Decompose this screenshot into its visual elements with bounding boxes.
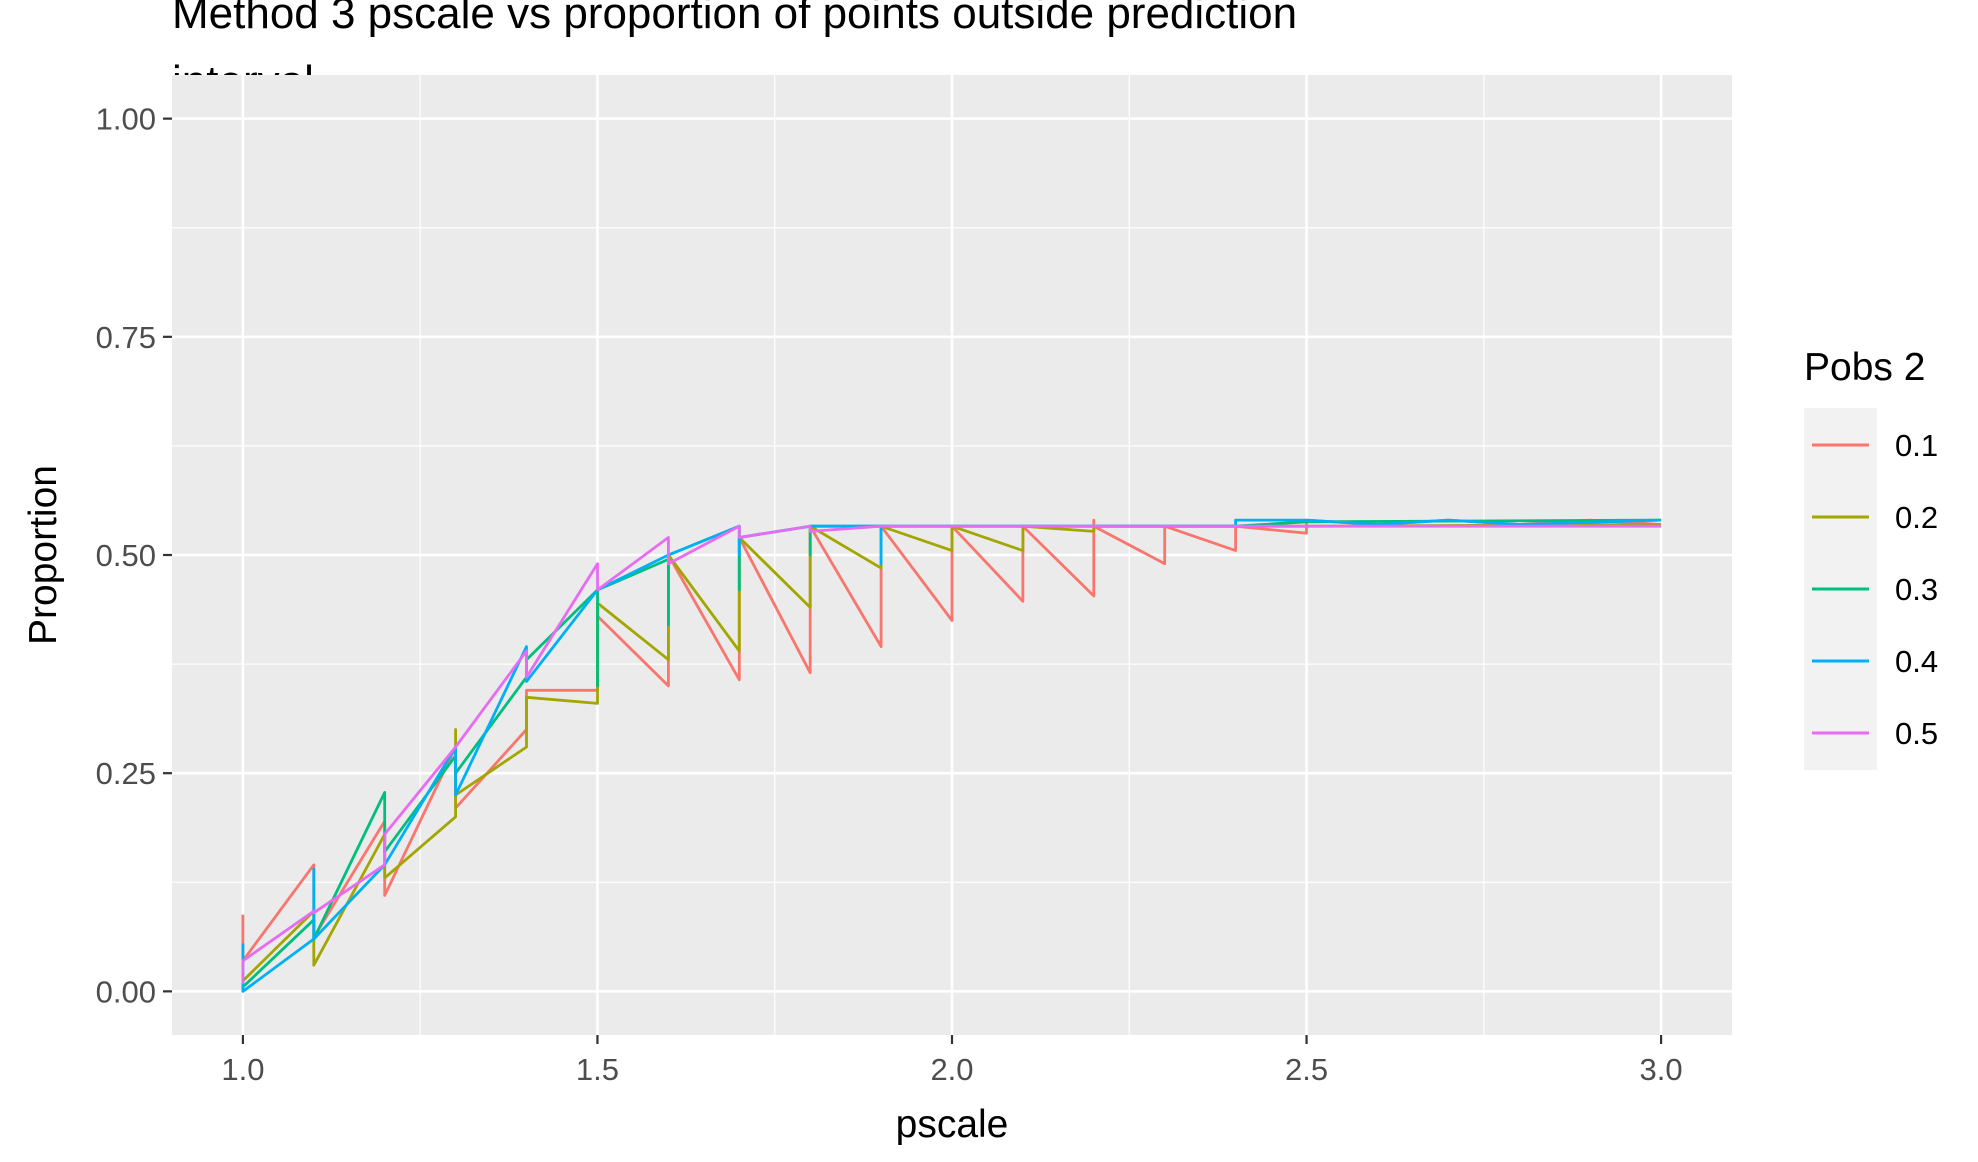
series-line-0-2 bbox=[241, 523, 1662, 982]
x-axis: 1.0 1.5 2.0 2.5 3.0 bbox=[221, 1035, 1683, 1087]
legend-title: Pobs 2 bbox=[1804, 346, 1925, 389]
x-tick-label: 2.5 bbox=[1285, 1052, 1328, 1087]
y-axis-title: Proportion bbox=[22, 465, 65, 645]
y-tick-label: 0.25 bbox=[96, 756, 156, 791]
x-tick-label: 1.5 bbox=[576, 1052, 619, 1087]
y-tick-label: 0.00 bbox=[96, 974, 156, 1009]
y-tick-label: 0.75 bbox=[96, 320, 156, 355]
legend: Pobs 2 0.1 0.2 0.3 0.4 0.5 bbox=[1804, 346, 1938, 770]
legend-label: 0.1 bbox=[1895, 428, 1938, 463]
series-line-0-4 bbox=[241, 518, 1662, 993]
legend-label: 0.4 bbox=[1895, 644, 1938, 679]
y-tick-label: 1.00 bbox=[96, 102, 156, 137]
x-tick-label: 2.0 bbox=[930, 1052, 973, 1087]
legend-label: 0.2 bbox=[1895, 500, 1938, 535]
grid-lines bbox=[172, 75, 1732, 1035]
x-tick-label: 1.0 bbox=[221, 1052, 264, 1087]
legend-label: 0.3 bbox=[1895, 572, 1938, 607]
y-axis: 0.00 0.25 0.50 0.75 1.00 bbox=[96, 102, 172, 1009]
data-series bbox=[241, 518, 1662, 993]
legend-label: 0.5 bbox=[1895, 716, 1938, 751]
y-tick-label: 0.50 bbox=[96, 538, 156, 573]
x-tick-label: 3.0 bbox=[1640, 1052, 1683, 1087]
chart-title-line-1: Method 3 pscale vs proportion of points … bbox=[172, 0, 1297, 38]
series-line-0-5 bbox=[241, 524, 1662, 984]
x-axis-title: pscale bbox=[896, 1103, 1009, 1146]
